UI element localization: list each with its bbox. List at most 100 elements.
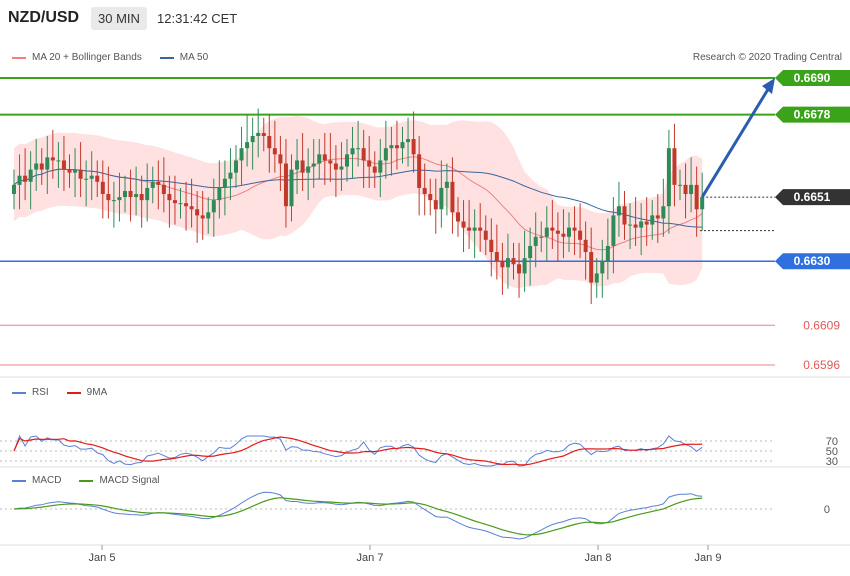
- legend-label: MACD Signal: [99, 475, 160, 486]
- candle-body: [472, 227, 477, 231]
- macd-tick-label: 0: [824, 504, 830, 516]
- candle-body: [628, 224, 633, 226]
- candle-body: [400, 142, 405, 149]
- rsi-legend: RSI 9MA: [12, 387, 125, 398]
- candle-body: [345, 154, 349, 167]
- candle-body: [189, 206, 194, 210]
- candle-body: [489, 239, 494, 253]
- candle-body: [378, 160, 383, 173]
- candle-body: [683, 184, 688, 195]
- candle-body: [311, 163, 316, 167]
- candle-body: [245, 142, 250, 149]
- candle-body: [622, 206, 627, 225]
- candle-body: [295, 160, 300, 170]
- candle-body: [389, 145, 394, 149]
- copyright-text: Research © 2020 Trading Central: [692, 52, 842, 63]
- candle-body: [67, 169, 72, 173]
- candle-body: [283, 163, 288, 207]
- candle-body: [117, 197, 122, 201]
- candle-body: [45, 157, 50, 170]
- legend-swatch: [79, 479, 94, 482]
- legend-swatch: [12, 391, 26, 394]
- candle-body: [500, 261, 505, 268]
- candle-body: [544, 227, 549, 237]
- candle-body: [678, 184, 682, 186]
- candle-body: [150, 181, 155, 188]
- candle-body: [600, 261, 605, 274]
- candle-body: [372, 166, 377, 173]
- rsi-tick-label: 30: [826, 456, 838, 468]
- candle-body: [433, 200, 438, 210]
- clock-time: 12:31:42 CET: [157, 11, 238, 26]
- candle-body: [689, 184, 694, 195]
- level-label-0.6678: 0.6678: [794, 108, 831, 122]
- timeframe-badge[interactable]: 30 MIN: [91, 7, 147, 30]
- macd-signal-line: [13, 497, 703, 536]
- level-label-0.6596: 0.6596: [803, 358, 840, 372]
- candle-body: [700, 197, 705, 210]
- x-tick-label: Jan 5: [89, 552, 116, 564]
- legend-label: RSI: [32, 387, 49, 398]
- level-tag-0.6630: [775, 253, 850, 270]
- candle-body: [195, 209, 200, 216]
- macd-line: [13, 491, 703, 540]
- candle-body: [478, 227, 483, 231]
- candle-body: [616, 206, 621, 216]
- candle-body: [250, 136, 255, 143]
- candle-body: [550, 227, 555, 231]
- candle-body: [23, 175, 28, 182]
- legend-item-macd: MACD: [12, 475, 61, 486]
- candle-body: [583, 239, 588, 253]
- candle-body: [128, 190, 133, 198]
- candle-body: [261, 132, 266, 137]
- legend-swatch: [159, 56, 174, 59]
- candle-body: [156, 181, 161, 185]
- candle-body: [383, 148, 388, 161]
- candle-body: [50, 157, 55, 161]
- legend-item-9ma: 9MA: [66, 387, 107, 398]
- candle-body: [111, 200, 116, 202]
- candle-body: [234, 160, 238, 173]
- chart-header: NZD/USD 30 MIN 12:31:42 CET: [0, 0, 850, 38]
- candle-body: [422, 187, 427, 195]
- candle-body: [73, 169, 78, 173]
- projection-arrow-line: [700, 85, 772, 198]
- candle-body: [222, 178, 227, 188]
- legend-item-ma50: MA 50: [159, 52, 209, 63]
- candle-body: [394, 145, 399, 149]
- candle-body: [511, 258, 516, 265]
- candle-body: [256, 132, 261, 137]
- candle-body: [322, 154, 327, 161]
- candle-body: [100, 181, 105, 195]
- candle-body: [239, 148, 244, 161]
- candle-body: [406, 139, 411, 143]
- candle-body: [12, 184, 16, 195]
- current-price-tag: [775, 189, 850, 206]
- candle-body: [61, 160, 66, 170]
- candle-body: [555, 230, 560, 234]
- candle-body: [655, 215, 660, 219]
- candle-body: [528, 245, 533, 259]
- macd-legend: MACD MACD Signal: [12, 475, 177, 486]
- candle-body: [39, 163, 44, 170]
- candle-body: [356, 148, 361, 150]
- candle-body: [300, 160, 305, 173]
- candle-body: [561, 233, 566, 237]
- candle-body: [123, 190, 127, 198]
- candle-body: [461, 221, 466, 228]
- candle-body: [661, 206, 666, 219]
- legend-label: MA 50: [179, 52, 209, 63]
- candle-body: [178, 203, 183, 205]
- candle-body: [17, 175, 22, 185]
- level-label-0.6690: 0.6690: [794, 71, 831, 85]
- rsi-tick-label: 50: [826, 446, 838, 458]
- legend-swatch: [12, 56, 26, 59]
- candle-body: [644, 221, 649, 225]
- candle-body: [611, 215, 616, 246]
- x-tick-label: Jan 7: [357, 552, 384, 564]
- legend-item-rsi: RSI: [12, 387, 49, 398]
- candle-body: [666, 148, 671, 207]
- candle-body: [89, 175, 94, 179]
- rsi-tick-label: 70: [826, 436, 838, 448]
